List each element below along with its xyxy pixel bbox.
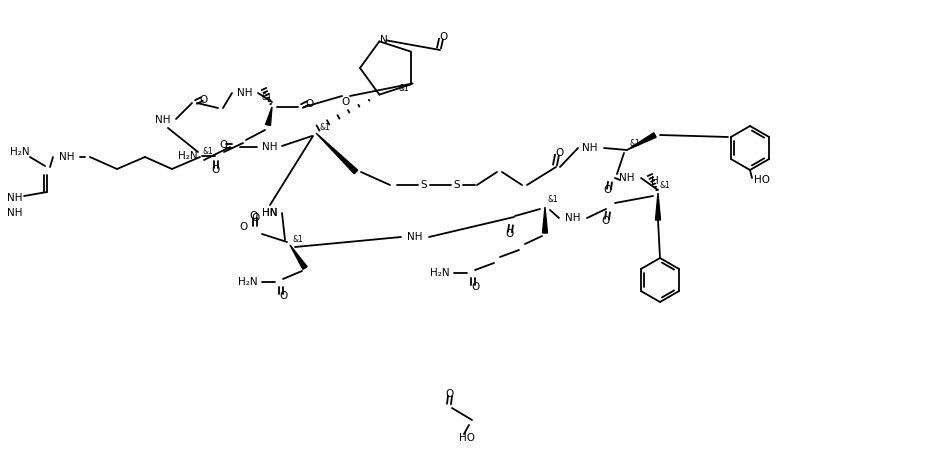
Polygon shape: [626, 133, 655, 150]
Polygon shape: [265, 107, 272, 125]
Text: &1: &1: [293, 235, 303, 244]
Text: NH: NH: [237, 88, 252, 98]
Text: NH: NH: [407, 232, 422, 242]
Text: O: O: [439, 32, 447, 42]
Text: &1: &1: [397, 84, 409, 93]
Text: O: O: [603, 185, 612, 195]
Text: O: O: [252, 213, 260, 223]
Text: N: N: [380, 35, 388, 46]
Text: &1: &1: [629, 140, 640, 149]
Text: &1: &1: [319, 124, 330, 133]
Text: S: S: [453, 180, 460, 190]
Text: O: O: [504, 229, 513, 239]
Text: NH: NH: [8, 208, 23, 218]
Text: NH: NH: [155, 115, 171, 125]
Text: O: O: [342, 97, 350, 107]
Text: HO: HO: [753, 175, 769, 185]
Text: O: O: [555, 148, 564, 158]
Polygon shape: [655, 193, 660, 220]
Text: H₂N: H₂N: [430, 268, 449, 278]
Text: O: O: [200, 95, 208, 105]
Text: H: H: [650, 176, 658, 186]
Text: O: O: [601, 216, 610, 226]
Text: O: O: [471, 282, 480, 292]
Text: &1: &1: [547, 196, 558, 205]
Text: H₂N: H₂N: [238, 277, 258, 287]
Text: NH: NH: [262, 142, 278, 152]
Text: O: O: [220, 140, 228, 150]
Text: NH: NH: [565, 213, 581, 223]
Text: O: O: [306, 99, 313, 109]
Text: NH: NH: [59, 152, 75, 162]
Text: NH: NH: [8, 193, 23, 203]
Text: HN: HN: [262, 208, 278, 218]
Text: HO: HO: [459, 433, 475, 443]
Text: NH: NH: [618, 173, 634, 183]
Polygon shape: [542, 207, 547, 233]
Text: O: O: [240, 222, 248, 232]
Text: O: O: [445, 389, 452, 399]
Polygon shape: [315, 133, 358, 174]
Text: &1: &1: [202, 146, 213, 155]
Text: H₂N: H₂N: [178, 151, 198, 161]
Text: S: S: [420, 180, 427, 190]
Text: O: O: [249, 211, 258, 221]
Text: &1: &1: [261, 94, 272, 103]
Text: NH: NH: [582, 143, 598, 153]
Text: O: O: [279, 291, 288, 301]
Polygon shape: [290, 245, 307, 269]
Text: O: O: [211, 165, 219, 175]
Text: &1: &1: [659, 180, 669, 190]
Text: HN: HN: [262, 208, 278, 218]
Text: H₂N: H₂N: [10, 147, 30, 157]
